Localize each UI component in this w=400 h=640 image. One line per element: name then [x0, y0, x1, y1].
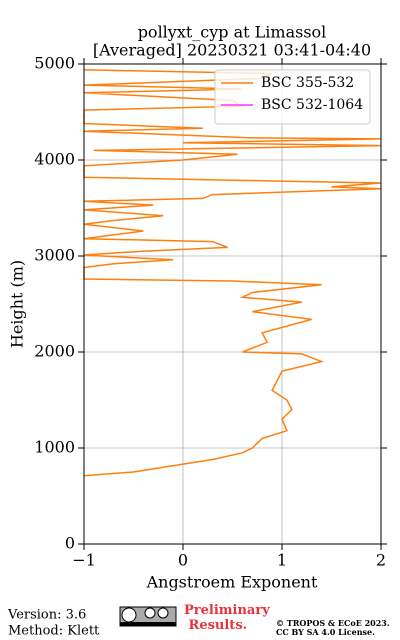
legend-label: BSC 355-532: [261, 75, 354, 91]
legend-box: [214, 69, 371, 125]
y-axis-label: Height (m): [8, 260, 27, 348]
chart-subtitle: [Averaged] 20230321 03:41-04:40: [93, 41, 371, 60]
y-tick-label: 5000: [34, 54, 75, 73]
y-tick-label: 0: [65, 534, 75, 553]
license: CC BY SA 4.0 License.: [276, 627, 375, 637]
plot-frame: [83, 63, 382, 545]
y-tick-label: 1000: [34, 438, 75, 457]
y-tick-label: 2000: [34, 342, 75, 361]
preliminary-note: Preliminary Results.: [184, 603, 270, 633]
x-tick-label: 2: [376, 551, 386, 570]
x-axis-label: Angstroem Exponent: [146, 573, 318, 592]
version: Version: 3.6: [7, 608, 86, 623]
legend-label: BSC 532-1064: [261, 97, 363, 113]
x-tick-label: −1: [72, 551, 96, 570]
x-tick-label: 0: [178, 551, 188, 570]
cc-icon: [119, 606, 177, 627]
x-tick-label: 1: [277, 551, 287, 570]
y-tick-label: 3000: [34, 246, 75, 265]
chart-title: pollyxt_cyp at Limassol: [138, 23, 327, 42]
y-tick-label: 4000: [34, 150, 75, 169]
copyright: © TROPOS & ECoE 2023.: [276, 618, 390, 628]
method: Method: Klett: [8, 624, 100, 639]
